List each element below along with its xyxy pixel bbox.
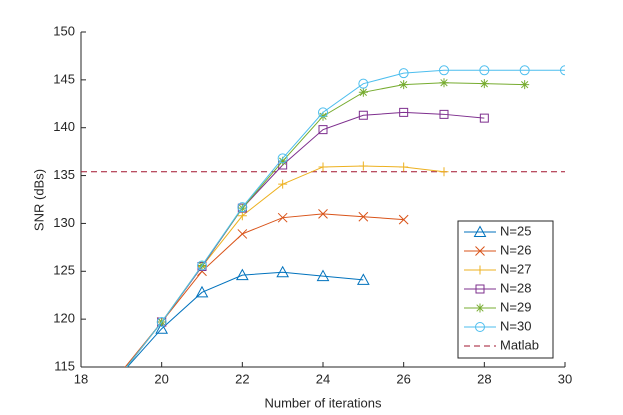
marker <box>475 303 485 313</box>
x-tick-label: 28 <box>477 371 491 386</box>
marker <box>117 370 125 378</box>
legend-label: Matlab <box>500 337 539 352</box>
x-axis-label: Number of iterations <box>264 395 382 410</box>
series-line <box>125 165 445 367</box>
marker <box>237 202 248 213</box>
marker <box>318 111 328 121</box>
marker <box>237 203 247 213</box>
legend-label: N=30 <box>500 318 531 333</box>
x-tick-label: 30 <box>558 371 572 386</box>
marker <box>318 107 329 118</box>
marker <box>195 285 209 298</box>
marker <box>358 161 368 171</box>
marker <box>439 109 449 119</box>
plot-area <box>81 65 565 378</box>
y-tick-label: 125 <box>53 263 75 278</box>
marker <box>117 369 126 378</box>
series-line <box>124 213 404 367</box>
marker <box>439 78 449 88</box>
x-tick-label: 22 <box>235 371 249 386</box>
y-tick-label: 115 <box>54 358 75 373</box>
y-tick-label: 140 <box>53 119 75 134</box>
marker <box>475 246 485 256</box>
marker <box>278 156 288 166</box>
marker <box>399 107 409 117</box>
marker <box>278 179 288 189</box>
marker <box>479 65 490 76</box>
marker <box>318 162 328 172</box>
marker <box>358 87 368 97</box>
marker <box>520 80 530 90</box>
marker <box>277 212 288 223</box>
series-line <box>125 69 565 367</box>
marker <box>237 229 248 239</box>
marker <box>235 268 249 281</box>
marker <box>358 211 369 222</box>
legend: N=25 N=26 N=27 N=28 N=29 N=30 Matlab <box>457 220 554 359</box>
marker <box>197 260 208 271</box>
y-tick-label: 135 <box>53 167 75 182</box>
marker <box>479 79 489 89</box>
y-axis-label: SNR (dBs) <box>31 169 46 231</box>
marker <box>117 366 126 367</box>
marker <box>276 265 290 278</box>
marker <box>155 322 169 334</box>
legend-label: N=29 <box>500 299 531 314</box>
marker <box>439 65 450 76</box>
marker <box>318 209 328 219</box>
y-tick-label: 145 <box>53 71 75 86</box>
marker <box>560 65 565 76</box>
legend-label: N=25 <box>500 223 531 238</box>
marker <box>358 110 368 120</box>
legend-label: N=26 <box>500 242 531 257</box>
marker <box>277 153 288 164</box>
marker <box>399 162 409 172</box>
x-tick-label: 20 <box>154 371 168 386</box>
marker <box>318 125 328 135</box>
y-tick-label: 120 <box>53 311 75 326</box>
legend-label: N=27 <box>500 261 531 276</box>
marker <box>358 78 369 89</box>
marker <box>398 68 409 79</box>
marker <box>398 214 409 225</box>
legend-label: N=28 <box>500 280 531 295</box>
marker <box>117 369 126 378</box>
marker <box>237 211 247 221</box>
marker <box>356 273 370 285</box>
x-tick-label: 18 <box>74 371 88 386</box>
marker <box>117 369 126 378</box>
series-line <box>125 111 485 367</box>
marker <box>479 113 489 123</box>
marker <box>399 80 409 90</box>
marker <box>156 317 167 328</box>
x-tick-label: 24 <box>316 371 330 386</box>
y-tick-label: 130 <box>53 215 75 230</box>
marker <box>439 167 449 177</box>
marker <box>475 265 485 275</box>
series-line <box>126 271 364 367</box>
marker <box>473 225 487 237</box>
marker <box>519 65 530 76</box>
x-tick-label: 26 <box>396 371 410 386</box>
marker <box>316 269 330 282</box>
marker <box>475 322 486 332</box>
y-tick-label: 150 <box>53 23 75 38</box>
marker <box>475 284 485 294</box>
marker <box>116 368 127 378</box>
